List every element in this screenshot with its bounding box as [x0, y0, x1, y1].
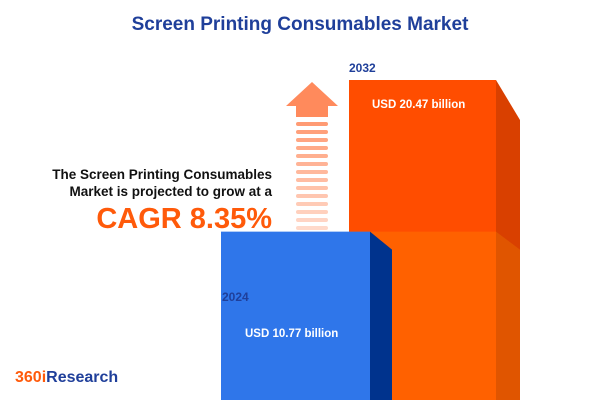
bars: [221, 80, 520, 400]
logo-part2: Research: [46, 369, 119, 386]
arrow-stripe: [296, 186, 328, 190]
cagr-value: CAGR 8.35%: [96, 203, 272, 235]
arrow-stripe: [296, 218, 328, 222]
arrow-stripe: [296, 130, 328, 134]
arrow-stripe: [296, 154, 328, 158]
year-label-2024: 2024: [222, 290, 249, 304]
arrow-stripe: [296, 162, 328, 166]
growth-text-block: The Screen Printing Consumables Market i…: [10, 166, 272, 236]
arrow-stripe: [296, 202, 328, 206]
arrow-stripe: [296, 226, 328, 230]
page-title: Screen Printing Consumables Market: [131, 14, 469, 35]
arrow-stripe: [296, 146, 328, 150]
bar-2024-side: [370, 231, 392, 400]
arrow-head: [286, 82, 338, 117]
logo: 360iResearch: [15, 369, 118, 387]
arrow-stripe: [296, 170, 328, 174]
arrow-stripe: [296, 178, 328, 182]
arrow-stripe: [296, 210, 328, 214]
data-label-2024: USD 10.77 billion: [245, 328, 339, 340]
arrow-stripe: [296, 138, 328, 142]
arrow-stripe: [296, 194, 328, 198]
bar-2024: [221, 231, 370, 400]
arrow-stripe: [296, 122, 328, 126]
data-label-2032: USD 20.47 billion: [372, 99, 466, 111]
growth-description: The Screen Printing Consumables Market i…: [52, 167, 272, 199]
bar-2032-lower-side: [496, 231, 520, 400]
year-label-2032: 2032: [349, 61, 376, 75]
logo-part1: 360i: [15, 369, 47, 386]
